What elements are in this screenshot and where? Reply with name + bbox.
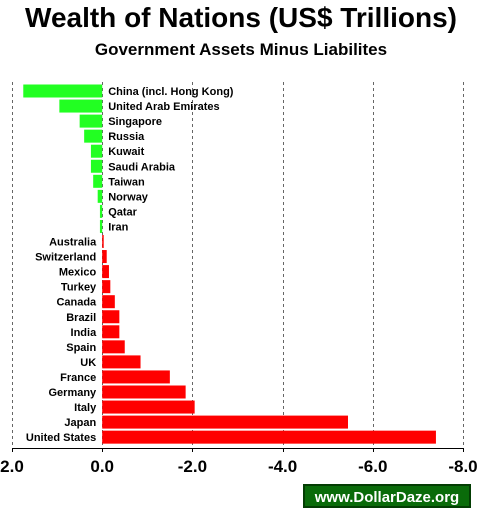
bar: [102, 295, 115, 309]
chart-subtitle: Government Assets Minus Liabilites: [94, 40, 388, 59]
bar: [102, 400, 195, 414]
bar: [102, 265, 109, 279]
bar: [97, 189, 103, 203]
bars: [23, 84, 436, 444]
category-label: France: [60, 372, 96, 384]
category-label: United Arab Emirates: [108, 101, 219, 113]
bar: [90, 144, 103, 158]
x-axis: 2.0 0.0 -2.0 -4.0 -6.0 -8.0: [0, 448, 478, 476]
category-label: Mexico: [59, 267, 97, 279]
bar: [102, 370, 170, 384]
category-label: Singapore: [108, 116, 162, 128]
category-label: Qatar: [108, 206, 137, 218]
bar: [102, 325, 120, 339]
bar: [59, 99, 103, 113]
category-label: Australia: [49, 237, 97, 249]
category-label: Japan: [64, 417, 96, 429]
bar: [90, 159, 103, 173]
bar: [102, 250, 107, 264]
chart-title: Wealth of Nations (US$ Trillions): [25, 2, 457, 33]
tick-label: 2.0: [0, 457, 24, 476]
bar: [99, 204, 103, 218]
bar: [84, 129, 103, 143]
category-label: Canada: [56, 297, 97, 309]
category-label: Spain: [66, 342, 96, 354]
bar: [99, 219, 103, 233]
category-label: Switzerland: [35, 252, 96, 264]
site-watermark[interactable]: www.DollarDaze.org: [303, 484, 471, 508]
bar: [102, 415, 348, 429]
category-label: Italy: [74, 402, 97, 414]
category-label: Taiwan: [108, 176, 145, 188]
bar: [79, 114, 103, 128]
bar-chart: China (incl. Hong Kong) United Arab Emira…: [0, 82, 478, 476]
category-label: Germany: [48, 387, 97, 399]
category-label: China (incl. Hong Kong): [108, 86, 234, 98]
category-label: India: [71, 327, 98, 339]
category-label: UK: [80, 357, 96, 369]
category-label: Norway: [108, 191, 149, 203]
category-label: Brazil: [66, 312, 96, 324]
category-label: Kuwait: [108, 146, 144, 158]
category-label: Turkey: [61, 282, 97, 294]
category-labels: China (incl. Hong Kong) United Arab Emira…: [26, 86, 234, 444]
category-label: Iran: [108, 221, 128, 233]
bar: [102, 340, 125, 354]
bar: [102, 385, 186, 399]
bar: [102, 280, 111, 294]
tick-label: -6.0: [358, 457, 387, 476]
category-label: United States: [26, 432, 96, 444]
bar: [93, 174, 103, 188]
tick-label: 0.0: [90, 457, 114, 476]
category-label: Saudi Arabia: [108, 161, 176, 173]
tick-label: -8.0: [448, 457, 477, 476]
category-label: Russia: [108, 131, 145, 143]
bar: [23, 84, 103, 98]
bar: [102, 235, 104, 248]
tick-label: -2.0: [178, 457, 207, 476]
bar: [102, 310, 120, 324]
grid-lines: [12, 82, 464, 448]
bar: [102, 355, 141, 369]
tick-label: -4.0: [268, 457, 297, 476]
bar: [102, 430, 436, 444]
